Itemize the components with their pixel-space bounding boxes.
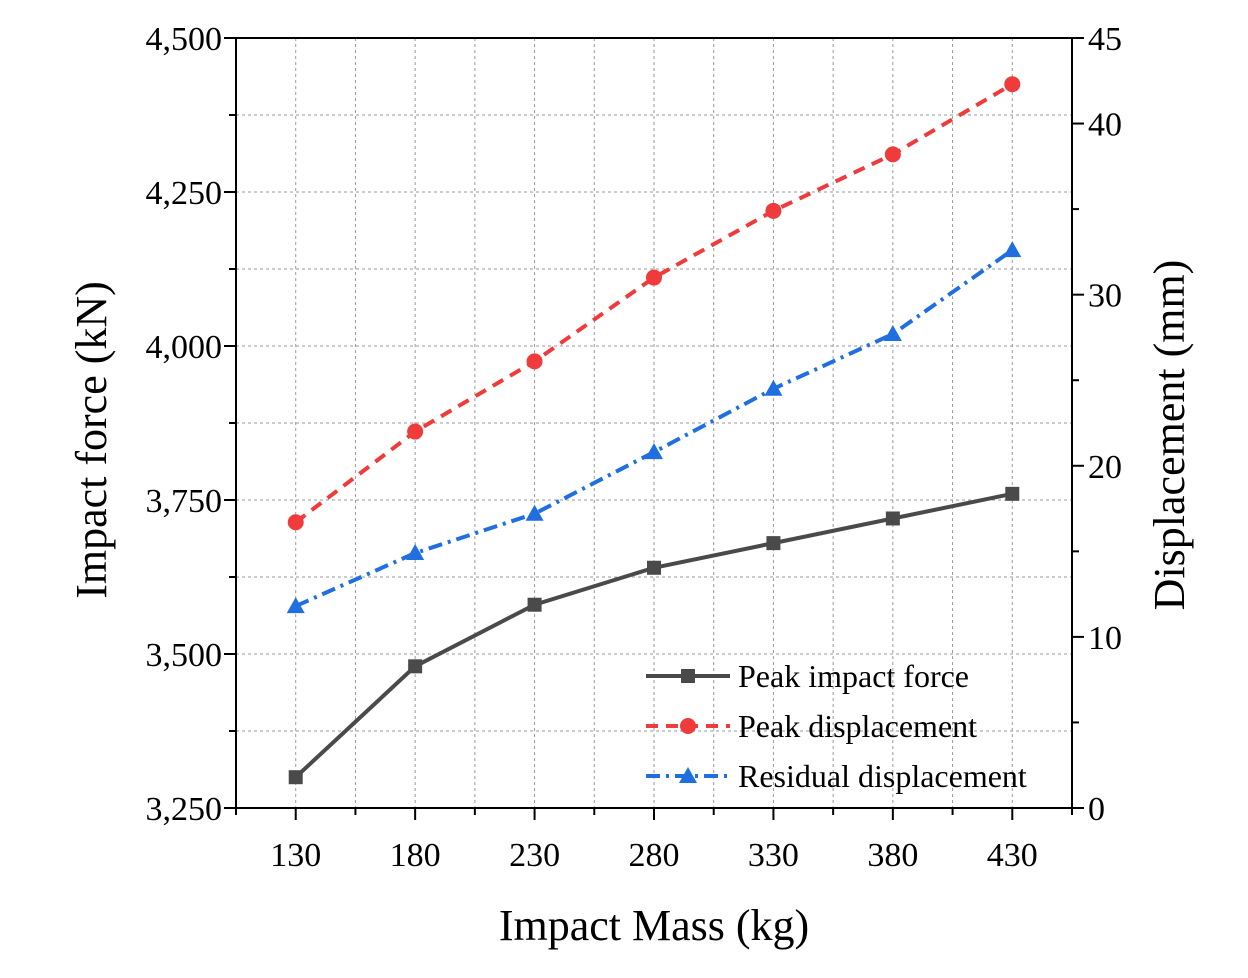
data-point — [527, 597, 542, 612]
axis-tick-labels: 130 180 230 280 330 380 430 3,250 3,500 3,750 4,00… — [146, 21, 1123, 874]
series-peak-impact-force — [288, 486, 1020, 785]
legend-label: Peak displacement — [738, 708, 977, 744]
data-point — [525, 504, 544, 521]
data-point — [286, 597, 305, 614]
legend-marker — [680, 718, 696, 734]
data-point — [766, 536, 781, 551]
series-peak-displacement — [287, 76, 1021, 531]
right-axis-title: Displacement (mm) — [1145, 260, 1194, 611]
data-point — [1003, 241, 1022, 258]
x-tick-label: 180 — [390, 837, 441, 874]
data-point — [526, 353, 543, 370]
y-right-tick-label: 45 — [1088, 21, 1122, 58]
y-left-tick-label: 3,750 — [146, 483, 223, 520]
y-right-tick-label: 10 — [1088, 620, 1122, 657]
legend-label: Residual displacement — [738, 758, 1027, 794]
data-point — [646, 269, 662, 286]
plot-frame — [235, 37, 1073, 809]
legend-marker — [679, 767, 697, 783]
x-axis-title: Impact Mass (kg) — [499, 901, 809, 950]
legend-label: Peak impact force — [738, 658, 969, 694]
data-point — [645, 443, 663, 460]
data-point — [884, 146, 901, 163]
grid-lines — [236, 38, 1072, 808]
legend-item: Residual displacement — [646, 758, 1027, 794]
legend: Peak impact force Peak displacement Residu… — [646, 658, 1027, 794]
y-left-tick-label: 4,500 — [146, 21, 223, 58]
left-axis-title: Impact force (kN) — [67, 281, 116, 599]
y-left-tick-label: 3,250 — [146, 791, 223, 828]
data-point — [885, 511, 900, 526]
data-point — [407, 423, 424, 440]
series-residual-displacement — [286, 241, 1022, 614]
data-point — [288, 770, 303, 785]
y-right-tick-label: 30 — [1088, 278, 1122, 315]
minor-ticks — [224, 37, 1084, 820]
y-left-tick-label: 3,500 — [146, 637, 223, 674]
data-point — [287, 514, 304, 531]
y-right-tick-label: 0 — [1088, 791, 1105, 828]
x-tick-label: 130 — [270, 837, 321, 874]
x-tick-label: 230 — [509, 837, 560, 874]
data-point — [883, 325, 902, 342]
y-left-tick-label: 4,000 — [146, 329, 223, 366]
legend-marker — [681, 669, 695, 683]
x-tick-label: 280 — [629, 837, 680, 874]
y-left-tick-label: 4,250 — [146, 175, 223, 212]
y-right-tick-label: 20 — [1088, 449, 1122, 486]
data-point — [647, 560, 661, 575]
x-tick-label: 430 — [987, 837, 1038, 874]
data-point — [408, 659, 423, 674]
data-point — [406, 544, 425, 561]
data-point — [764, 379, 783, 396]
series-layer — [286, 76, 1022, 785]
x-tick-label: 330 — [748, 837, 799, 874]
y-right-tick-label: 40 — [1088, 107, 1122, 144]
data-point — [1004, 76, 1021, 93]
legend-item: Peak displacement — [646, 708, 977, 744]
data-point — [1005, 486, 1020, 501]
x-tick-label: 380 — [867, 837, 918, 874]
legend-item: Peak impact force — [646, 658, 969, 694]
data-point — [765, 202, 782, 219]
